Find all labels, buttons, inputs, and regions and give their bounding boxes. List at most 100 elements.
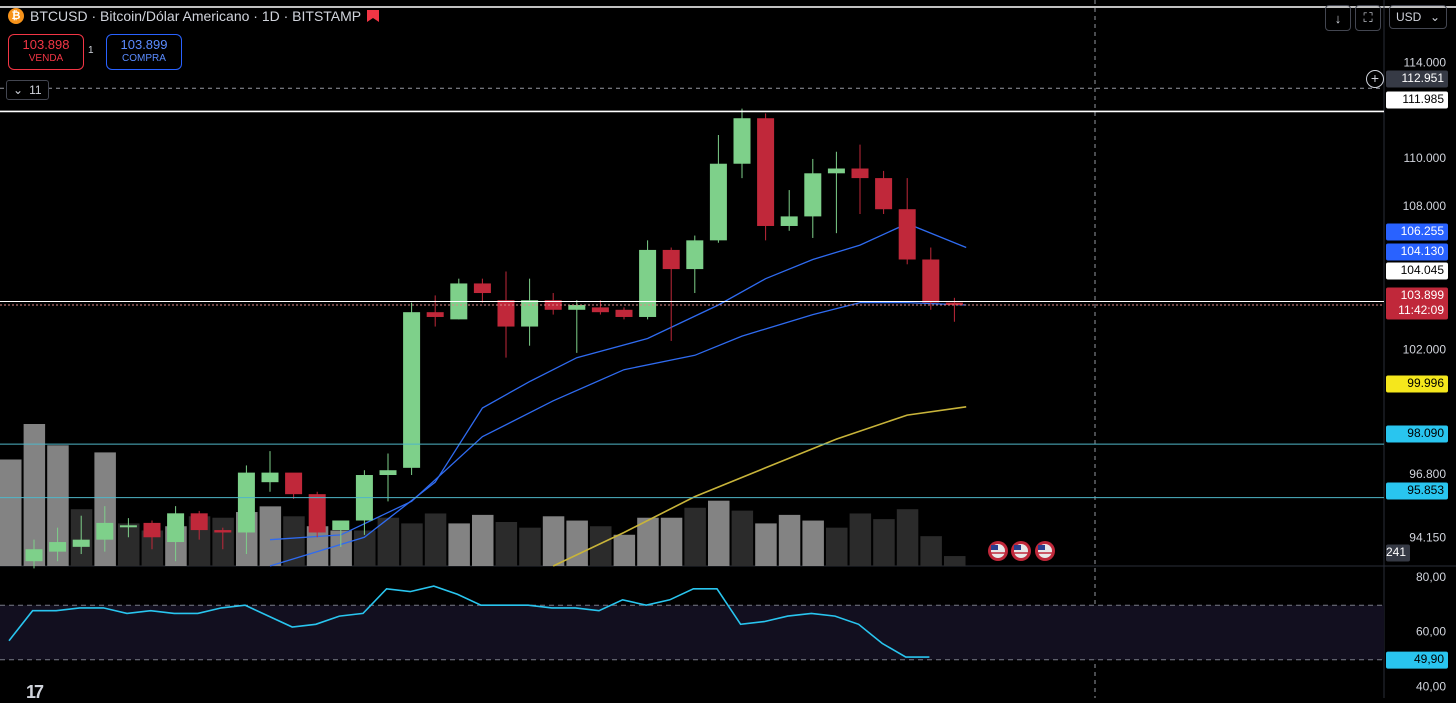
price-label-time: 11:42:09 <box>1398 303 1444 317</box>
volume-bar <box>590 526 612 566</box>
volume-bar <box>448 523 470 566</box>
symbol-header[interactable]: ₿ BTCUSD · Bitcoin/Dólar Americano · 1D … <box>8 8 380 24</box>
candle-body <box>521 300 539 327</box>
volume-bar <box>354 530 376 566</box>
price-label-bg <box>1386 91 1448 109</box>
volume-bar <box>472 514 494 566</box>
volume-bar <box>23 424 46 566</box>
volume-bar <box>0 459 22 566</box>
volume-bar <box>708 500 730 566</box>
price-label-bg <box>1386 544 1410 562</box>
candle-body <box>945 302 963 305</box>
volume-bar <box>495 521 518 566</box>
volume-bar <box>660 517 683 566</box>
volume-bar <box>896 509 919 566</box>
volume-bar <box>283 516 305 566</box>
price-axis[interactable]: 114.000 110.000 108.000 102.000 96.800 94.150… <box>1386 55 1448 562</box>
flag-icon[interactable] <box>367 10 380 22</box>
candle-body <box>426 312 444 317</box>
candle-body <box>237 472 255 533</box>
candle-body <box>568 305 586 310</box>
sell-label: VENDA <box>28 53 64 64</box>
currency-label: USD <box>1396 10 1422 24</box>
price-tick-label: 114.000 <box>1404 55 1447 69</box>
fullscreen-button[interactable]: ⛶ <box>1355 5 1381 31</box>
rsi-line <box>8 585 930 658</box>
candle-body <box>615 309 633 317</box>
candle-body <box>25 549 43 562</box>
chevron-down-icon: ⌄ <box>1429 10 1440 24</box>
candle-body <box>827 168 845 174</box>
volume-bar <box>944 556 966 566</box>
economic-events[interactable] <box>988 541 1055 561</box>
ema-slow-line <box>269 301 967 541</box>
candle-body <box>143 522 161 538</box>
candle-body <box>119 525 137 528</box>
volume-bar <box>920 536 942 566</box>
buy-price: 103.899 <box>120 37 168 52</box>
rsi-tick-label: 80,00 <box>1416 570 1446 584</box>
ma-long-line <box>552 406 967 567</box>
volume-bar <box>519 527 541 566</box>
price-label-bg <box>1386 223 1448 241</box>
volume-bar <box>755 523 777 566</box>
rsi-panel[interactable]: 80,00 60,00 40,00 49,90 <box>0 570 1448 693</box>
rsi-band <box>0 605 1384 660</box>
price-label-bg <box>1386 243 1448 261</box>
volume-bar <box>849 513 872 566</box>
volume-bar <box>118 523 140 566</box>
price-label: 112.951 <box>1402 71 1445 85</box>
download-button[interactable]: ↓ <box>1325 5 1351 31</box>
horizontal-lines[interactable] <box>0 110 1384 499</box>
candle-body <box>190 513 208 531</box>
indicators-count: 11 <box>29 83 42 97</box>
price-tick-label: 102.000 <box>1403 343 1447 357</box>
sell-button[interactable]: 103.898 VENDA <box>8 34 84 70</box>
volume-bar <box>377 517 400 566</box>
symbol-title: BTCUSD · Bitcoin/Dólar Americano · 1D · … <box>30 8 362 24</box>
moving-averages <box>269 222 967 567</box>
price-label-bg <box>1386 425 1448 443</box>
price-label: 98.090 <box>1407 426 1444 440</box>
volume-bar <box>826 527 848 566</box>
candle-body <box>922 259 940 303</box>
tradingview-logo[interactable]: 17 <box>26 682 44 702</box>
candle-body <box>686 240 704 270</box>
candle-body <box>72 539 90 547</box>
price-label: 95.853 <box>1407 483 1444 497</box>
candle-body <box>308 494 326 533</box>
candle-body <box>96 522 114 540</box>
volume-bar <box>47 445 69 566</box>
indicators-toggle[interactable]: ⌄ 11 <box>6 80 49 100</box>
volume-bar <box>613 534 636 566</box>
fullscreen-icon: ⛶ <box>1363 10 1373 25</box>
rsi-tick-label: 60,00 <box>1416 625 1446 639</box>
rsi-last-label: 49,90 <box>1414 652 1444 666</box>
price-label-bg <box>1386 287 1448 320</box>
volume-bar <box>731 510 754 566</box>
price-label-bg <box>1386 482 1448 500</box>
spread-value: 1 <box>88 45 94 56</box>
add-alert-plus-icon[interactable]: + <box>1366 70 1384 88</box>
price-label: 104.045 <box>1401 263 1445 277</box>
candle-body <box>473 283 491 294</box>
price-label: 241 <box>1386 545 1406 559</box>
currency-select[interactable]: USD ⌄ <box>1389 5 1447 29</box>
ema-fast-line <box>269 222 967 567</box>
candle-body <box>379 470 397 476</box>
price-label: 106.255 <box>1401 224 1445 238</box>
candle-body <box>403 312 421 468</box>
candle-body <box>261 472 279 483</box>
candle-body <box>875 178 893 210</box>
candle-body <box>733 118 751 164</box>
candle-body <box>709 163 727 241</box>
price-label: 103.899 <box>1401 288 1445 302</box>
price-tick-label: 96.800 <box>1409 467 1446 481</box>
candle-body <box>780 216 798 226</box>
us-flag-event-canton <box>991 545 998 550</box>
buy-button[interactable]: 103.899 COMPRA <box>106 34 182 70</box>
chevron-down-icon: ⌄ <box>13 83 24 97</box>
candle-body <box>662 249 680 270</box>
volume-bar <box>401 523 423 566</box>
